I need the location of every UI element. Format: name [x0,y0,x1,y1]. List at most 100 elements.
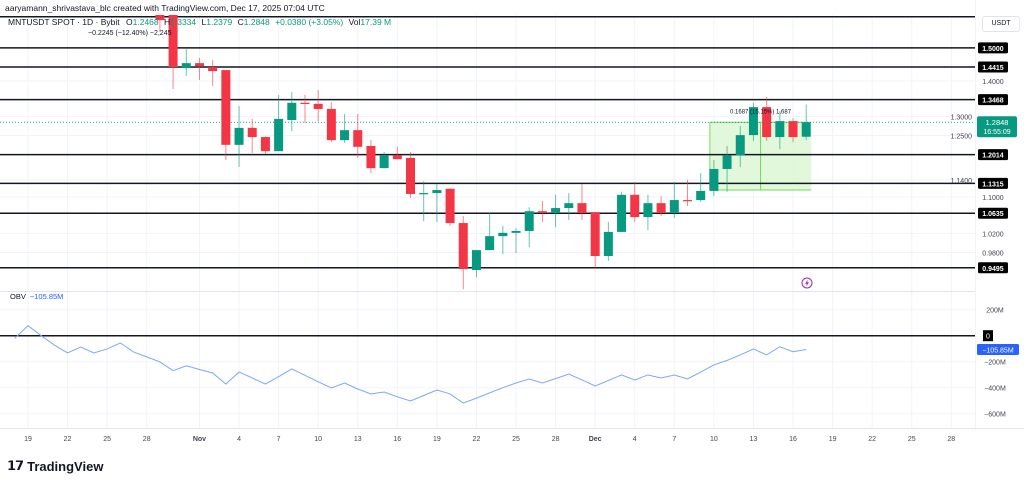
candle-body [577,203,587,214]
candle-body [683,200,692,202]
price-tick-label: 1.3000 [951,115,973,122]
obv-line [14,325,807,404]
currency-unit-button[interactable]: USDT [982,16,1020,32]
candle [537,200,547,223]
price-tick-label: 1.4000 [982,79,1004,86]
candle-body [696,190,706,201]
candle-body [260,137,270,152]
candle [683,179,692,206]
level-label-bg [978,61,1008,73]
candle-body [326,108,336,141]
candle-body [617,194,627,232]
candle-body [406,157,416,194]
candle-body [379,155,389,169]
time-tick-label: 19 [24,436,32,443]
candle [366,140,376,174]
open-value: 1.2468 [132,17,159,27]
candle-body [419,193,429,195]
candle [485,213,495,251]
time-tick-label: 7 [672,436,676,443]
candle [221,70,231,160]
candle-body [630,194,640,218]
candle-body [287,102,297,120]
countdown-label: 16:55:09 [983,129,1010,136]
candle-body [340,130,350,141]
candle-body [208,67,218,72]
candles [155,15,811,290]
time-tick-label: 22 [64,436,72,443]
time-tick-label: 28 [552,436,560,443]
candle-body [722,155,732,169]
time-axis[interactable]: 19 22 25 28 Nov 4 7 10 13 16 19 22 25 28 Dec 4 7 10 13 16 19… [24,436,955,443]
time-tick-label: 22 [473,436,481,443]
time-tick-label: 10 [314,436,322,443]
candle [247,118,257,154]
candle [406,151,416,198]
time-tick-label: Dec [589,436,602,443]
time-tick-label: 22 [868,436,876,443]
candle [524,207,534,248]
volume-label: Vol [348,17,361,27]
candle-body [603,231,613,257]
candle-body [551,208,561,214]
candle [392,146,402,160]
price-tick-label: 1.1000 [982,195,1004,202]
time-tick-label: 13 [354,436,362,443]
candle-body [762,107,772,138]
candle-body [748,107,758,136]
high-label: H [164,17,171,27]
current-price-badge [977,116,1017,138]
price-axis[interactable]: 1.5000 1.4415 1.3468 1.2014 1.1315 1.0635 0.94… [951,42,1017,274]
candle [155,15,165,33]
price-tick-label: 0.9800 [982,251,1004,258]
obv-legend[interactable]: OBV −105.85M [10,292,63,302]
candle [287,92,297,131]
candle [590,212,600,269]
time-tick-label: 25 [512,436,520,443]
tradingview-logo[interactable]: 𝟭𝟳 TradingView [7,458,103,474]
level-label-bg [978,94,1008,106]
candle-body [247,127,257,138]
candle-body [788,121,798,138]
candle-body [168,15,178,68]
lightning-icon[interactable] [801,277,813,289]
candle [709,159,719,197]
level-label: 1.5000 [982,46,1004,53]
candle-body [775,121,785,138]
candle-body [392,155,402,160]
candle [300,94,310,123]
candle [419,181,429,222]
change-value: +0.0380 (+3.05%) [275,17,344,27]
candle-body [445,188,455,224]
candle [735,125,745,167]
candle [669,181,679,219]
candle [788,118,798,143]
candle-body [181,63,191,69]
candle [617,191,627,232]
symbol-legend[interactable]: MNTUSDT SPOT · 1D · Bybit O1.2468 H1.333… [8,17,391,27]
time-tick-label: 4 [633,436,637,443]
candle-body [353,130,363,147]
obv-value-badge [977,343,1019,355]
candle-body [155,15,165,21]
horizontal-levels[interactable] [0,16,975,269]
price-tick-label: 1.0200 [982,231,1004,238]
candle-body [458,223,468,270]
candle [181,49,191,76]
candle [577,184,587,220]
obv-tick-label: −600M [984,412,1006,419]
candle [762,97,772,141]
obv-axis[interactable]: 200M −200M −400M −600M 0 −105.85M [977,308,1019,419]
current-price-label: 1.2848 [986,118,1009,127]
candle [432,184,442,223]
candle [208,59,218,86]
obv-value: −105.85M [29,292,64,301]
obv-tick-label: −400M [984,386,1006,393]
time-tick-label: 10 [710,436,718,443]
level-label: 0.9495 [982,266,1004,273]
time-tick-label: 28 [143,436,151,443]
candle [722,146,732,192]
candle [353,114,363,158]
obv-zero-badge [983,330,993,342]
